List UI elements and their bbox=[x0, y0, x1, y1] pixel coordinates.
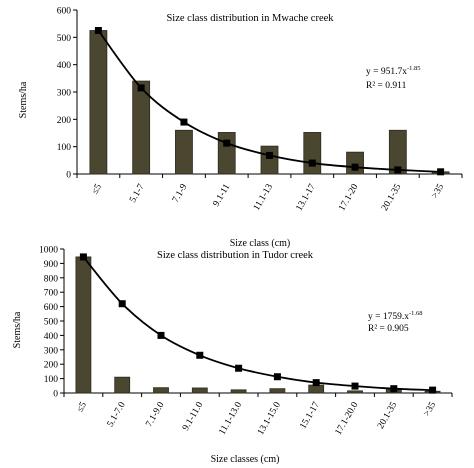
x-tick-label: 17.1-20.0 bbox=[334, 400, 361, 437]
bar bbox=[75, 256, 92, 394]
x-tick-label: 5.1-7 bbox=[128, 182, 147, 204]
bar bbox=[269, 388, 286, 394]
y-tick-label: 200 bbox=[57, 116, 72, 126]
x-axis-label: Size class (cm) bbox=[230, 238, 291, 249]
trend-point bbox=[308, 159, 316, 167]
bar bbox=[260, 145, 279, 175]
y-tick-label: 900 bbox=[44, 260, 59, 270]
chart-tudor: Size class distribution in Tudor creek S… bbox=[12, 246, 453, 465]
y-tick-label: 400 bbox=[57, 61, 72, 71]
bar bbox=[230, 389, 247, 394]
trend-point bbox=[235, 364, 243, 372]
trend-point bbox=[312, 379, 320, 387]
chart-mwache: Size class distribution in Mwache creek … bbox=[18, 7, 463, 249]
y-axis-label: Stems/ha bbox=[18, 81, 29, 118]
x-tick-label: 7.1-9.0 bbox=[144, 400, 166, 429]
y-tick-labels: 0 100 200 300 400 500 600 bbox=[57, 7, 72, 181]
r-squared: R² = 0.905 bbox=[368, 324, 409, 334]
x-tick-label: 20.1-35 bbox=[380, 182, 403, 213]
trend-point bbox=[394, 166, 402, 174]
y-tick-label: 200 bbox=[44, 361, 59, 371]
x-tick-label: >35 bbox=[430, 182, 446, 200]
bar bbox=[191, 387, 208, 394]
x-tick-label: 7.1-9 bbox=[171, 182, 190, 204]
y-tick-label: 100 bbox=[44, 375, 59, 385]
trend-point bbox=[196, 351, 204, 359]
bar bbox=[114, 376, 131, 394]
x-tick-label: 13.1-15.0 bbox=[256, 400, 283, 437]
x-tick-labels: ≤5 5.1-7.0 7.1-9.0 9.1-11.0 11.1-13.0 13.1-15… bbox=[75, 400, 438, 437]
trend-point bbox=[266, 151, 273, 159]
y-tick-label: 600 bbox=[57, 7, 72, 17]
bar bbox=[217, 132, 236, 175]
bar bbox=[175, 129, 193, 175]
bars bbox=[89, 30, 450, 175]
trend-point bbox=[429, 386, 437, 394]
x-tick-label: 9.1-11 bbox=[212, 182, 233, 208]
x-tick-label: ≤5 bbox=[90, 182, 104, 196]
x-tick-label: 20.1-35 bbox=[376, 400, 399, 431]
trend-line bbox=[94, 27, 445, 176]
r-squared: R² = 0.911 bbox=[366, 81, 407, 91]
trend-point bbox=[157, 331, 165, 339]
trend-point bbox=[273, 373, 281, 381]
trend-equation: y = 951.7x-1.85 bbox=[366, 65, 421, 77]
y-tick-labels: 0 100 200 300 400 500 600 700 800 900 1000 bbox=[39, 246, 58, 400]
chart-title: Size class distribution in Mwache creek bbox=[166, 13, 334, 24]
trend-point bbox=[437, 168, 445, 176]
x-tick-label: 5.1-7.0 bbox=[106, 400, 128, 429]
trend-line bbox=[79, 253, 437, 394]
x-tick-labels: ≤5 5.1-7 7.1-9 9.1-11 11.1-13 13.1-17 17.1-20 2… bbox=[90, 182, 446, 213]
y-tick-label: 800 bbox=[44, 274, 59, 284]
y-tick-label: 500 bbox=[57, 34, 72, 44]
x-tick-label: 15.1-17 bbox=[298, 400, 321, 431]
trend-curve bbox=[82, 256, 433, 392]
trend-point bbox=[223, 139, 231, 147]
y-tick-label: 300 bbox=[57, 89, 72, 99]
x-axis-label: Size classes (cm) bbox=[211, 454, 280, 465]
bar bbox=[153, 387, 169, 394]
bar bbox=[89, 30, 108, 175]
x-tick-label: 11.1-13.0 bbox=[218, 400, 245, 436]
axes bbox=[60, 248, 453, 397]
trend-point bbox=[94, 27, 102, 34]
y-tick-label: 0 bbox=[53, 390, 58, 400]
trend-point bbox=[351, 163, 359, 171]
trend-point bbox=[390, 385, 398, 393]
y-tick-label: 600 bbox=[44, 303, 59, 313]
bar bbox=[347, 390, 363, 394]
bar bbox=[132, 80, 151, 175]
x-tick-label: 17.1-20 bbox=[337, 182, 360, 213]
y-tick-label: 700 bbox=[44, 289, 59, 299]
y-tick-label: 300 bbox=[44, 346, 59, 356]
x-tick-label: >35 bbox=[422, 400, 438, 418]
y-tick-label: 0 bbox=[66, 171, 71, 181]
y-axis-label: Stems/ha bbox=[12, 311, 23, 348]
bar bbox=[346, 151, 364, 175]
chart-title: Size class distribution in Tudor creek bbox=[157, 250, 314, 261]
y-tick-label: 400 bbox=[44, 332, 59, 342]
trend-point bbox=[118, 300, 126, 308]
x-tick-label: 13.1-17 bbox=[295, 182, 318, 213]
trend-point bbox=[79, 253, 87, 261]
x-tick-label: 11.1-13 bbox=[252, 182, 275, 212]
trend-point bbox=[137, 84, 145, 92]
y-tick-label: 100 bbox=[57, 143, 72, 153]
trend-point bbox=[180, 118, 188, 126]
bar bbox=[388, 129, 407, 175]
y-tick-label: 500 bbox=[44, 318, 59, 328]
bar bbox=[303, 132, 322, 175]
y-tick-label: 1000 bbox=[39, 246, 58, 256]
trend-point bbox=[351, 382, 359, 390]
bar bbox=[308, 384, 325, 394]
x-tick-label: 9.1-11.0 bbox=[181, 400, 205, 432]
x-tick-label: ≤5 bbox=[75, 400, 89, 414]
trend-equation: y = 1759.x-1.68 bbox=[368, 310, 423, 322]
